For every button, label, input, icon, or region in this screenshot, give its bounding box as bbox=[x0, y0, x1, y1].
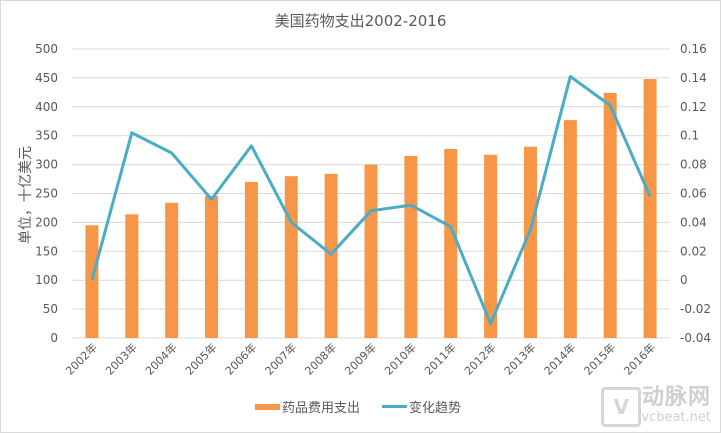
watermark-cn: 动脉网 bbox=[641, 385, 711, 410]
x-tick-label: 2015年 bbox=[581, 340, 618, 377]
right-tick-label: 0.16 bbox=[680, 42, 707, 56]
x-axis-ticks: 2002年 2003年 2004年 2005年 2006年 2007年 2008年 2009年… bbox=[63, 340, 659, 377]
left-tick-label: 250 bbox=[35, 187, 58, 201]
bar bbox=[404, 155, 418, 338]
right-tick-label: -0.04 bbox=[680, 331, 711, 345]
watermark-en: vcbeat.net bbox=[641, 410, 711, 425]
right-tick-label: 0.14 bbox=[680, 71, 707, 85]
bar bbox=[85, 225, 99, 338]
bar bbox=[244, 181, 258, 338]
bar bbox=[444, 148, 458, 338]
watermark: V 动脉网 vcbeat.net bbox=[601, 385, 711, 427]
right-tick-label: 0 bbox=[680, 273, 688, 287]
bar bbox=[205, 195, 219, 338]
legend-bar-swatch bbox=[255, 403, 280, 410]
bar-series bbox=[85, 79, 657, 339]
bar bbox=[484, 154, 498, 338]
left-tick-label: 100 bbox=[35, 273, 58, 287]
y-axis-label: 单位，十亿美元 bbox=[18, 146, 34, 244]
bar bbox=[364, 164, 378, 338]
x-tick-label: 2003年 bbox=[102, 340, 139, 377]
left-tick-label: 400 bbox=[35, 100, 58, 114]
x-tick-label: 2011年 bbox=[421, 340, 458, 377]
right-tick-label: 0.08 bbox=[680, 158, 707, 172]
left-axis-ticks: 0 50 100 150 200 250 300 350 400 450 500 bbox=[35, 42, 58, 345]
right-tick-label: -0.02 bbox=[680, 302, 711, 316]
trend-line bbox=[90, 75, 652, 326]
line-series bbox=[90, 75, 652, 326]
bar bbox=[603, 92, 617, 338]
x-tick-label: 2013年 bbox=[501, 340, 538, 377]
right-axis-ticks: -0.04 -0.02 0 0.02 0.04 0.06 0.08 0.1 0.12 0.14 0.… bbox=[680, 42, 711, 345]
legend: 药品费用支出 变化趋势 bbox=[255, 397, 461, 416]
right-tick-label: 0.06 bbox=[680, 187, 707, 201]
right-tick-label: 0.02 bbox=[680, 244, 707, 258]
legend-bar-label: 药品费用支出 bbox=[282, 401, 361, 416]
left-tick-label: 450 bbox=[35, 71, 58, 85]
legend-line-label: 变化趋势 bbox=[409, 401, 462, 416]
legend-line-swatch bbox=[382, 405, 408, 408]
left-tick-label: 50 bbox=[43, 302, 58, 316]
x-tick-label: 2005年 bbox=[182, 340, 219, 377]
bar bbox=[523, 146, 537, 338]
bar bbox=[165, 202, 179, 338]
watermark-logo-icon: V bbox=[601, 387, 642, 427]
x-tick-label: 2004年 bbox=[142, 340, 179, 377]
right-tick-label: 0.04 bbox=[680, 215, 707, 229]
x-tick-label: 2008年 bbox=[302, 340, 339, 377]
bar bbox=[643, 79, 657, 338]
left-tick-label: 0 bbox=[50, 331, 58, 345]
left-tick-label: 300 bbox=[35, 158, 58, 172]
x-tick-label: 2016年 bbox=[621, 340, 658, 377]
left-tick-label: 500 bbox=[35, 42, 58, 56]
chart-title: 美国药物支出2002-2016 bbox=[274, 12, 447, 30]
x-tick-label: 2014年 bbox=[541, 340, 578, 377]
x-tick-label: 2009年 bbox=[342, 340, 379, 377]
bar bbox=[284, 176, 298, 338]
x-tick-label: 2012年 bbox=[461, 340, 498, 377]
left-tick-label: 350 bbox=[35, 129, 58, 143]
x-tick-label: 2007年 bbox=[262, 340, 299, 377]
right-tick-label: 0.12 bbox=[680, 100, 707, 114]
left-tick-label: 150 bbox=[35, 244, 58, 258]
bar bbox=[125, 214, 139, 338]
x-tick-label: 2002年 bbox=[63, 340, 100, 377]
left-tick-label: 200 bbox=[35, 215, 58, 229]
right-tick-label: 0.1 bbox=[680, 129, 699, 143]
bar bbox=[563, 120, 577, 339]
x-tick-label: 2010年 bbox=[382, 340, 419, 377]
x-tick-label: 2006年 bbox=[222, 340, 259, 377]
bar bbox=[324, 173, 338, 338]
